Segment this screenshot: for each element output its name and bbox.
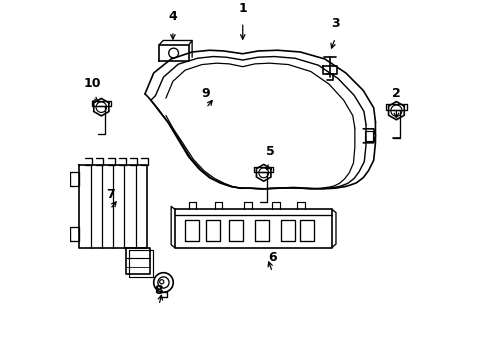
- Text: 6: 6: [267, 251, 276, 264]
- Text: 1: 1: [238, 2, 246, 15]
- Text: 2: 2: [391, 87, 400, 100]
- Text: 10: 10: [83, 77, 101, 90]
- Text: 7: 7: [105, 189, 114, 202]
- Text: 8: 8: [154, 284, 163, 297]
- Text: 4: 4: [168, 10, 177, 23]
- Text: 3: 3: [330, 17, 339, 30]
- Text: 9: 9: [202, 87, 210, 100]
- Text: 5: 5: [266, 145, 275, 158]
